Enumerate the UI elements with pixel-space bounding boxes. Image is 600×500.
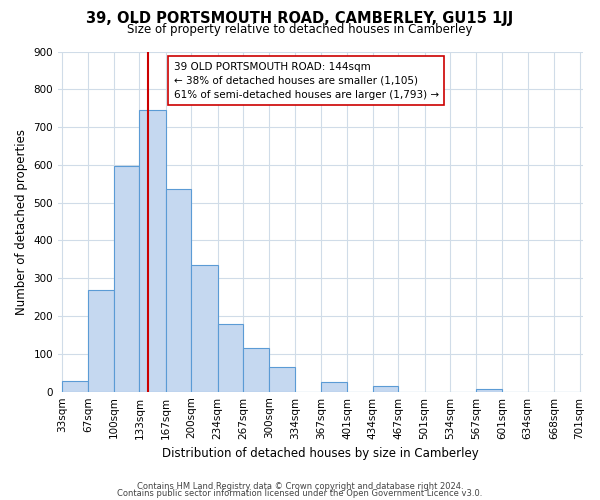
Bar — [218, 324, 243, 392]
Bar — [88, 290, 114, 392]
Bar — [476, 388, 502, 392]
Text: Contains public sector information licensed under the Open Government Licence v3: Contains public sector information licen… — [118, 489, 482, 498]
Bar — [166, 188, 191, 392]
Text: Size of property relative to detached houses in Camberley: Size of property relative to detached ho… — [127, 24, 473, 36]
X-axis label: Distribution of detached houses by size in Camberley: Distribution of detached houses by size … — [163, 447, 479, 460]
Text: 39 OLD PORTSMOUTH ROAD: 144sqm
← 38% of detached houses are smaller (1,105)
61% : 39 OLD PORTSMOUTH ROAD: 144sqm ← 38% of … — [173, 62, 439, 100]
Bar — [139, 110, 166, 392]
Bar — [191, 265, 218, 392]
Bar — [321, 382, 347, 392]
Bar — [269, 367, 295, 392]
Bar — [62, 382, 88, 392]
Text: 39, OLD PORTSMOUTH ROAD, CAMBERLEY, GU15 1JJ: 39, OLD PORTSMOUTH ROAD, CAMBERLEY, GU15… — [86, 11, 514, 26]
Bar — [243, 348, 269, 392]
Text: Contains HM Land Registry data © Crown copyright and database right 2024.: Contains HM Land Registry data © Crown c… — [137, 482, 463, 491]
Bar — [114, 166, 139, 392]
Y-axis label: Number of detached properties: Number of detached properties — [15, 128, 28, 314]
Bar — [373, 386, 398, 392]
